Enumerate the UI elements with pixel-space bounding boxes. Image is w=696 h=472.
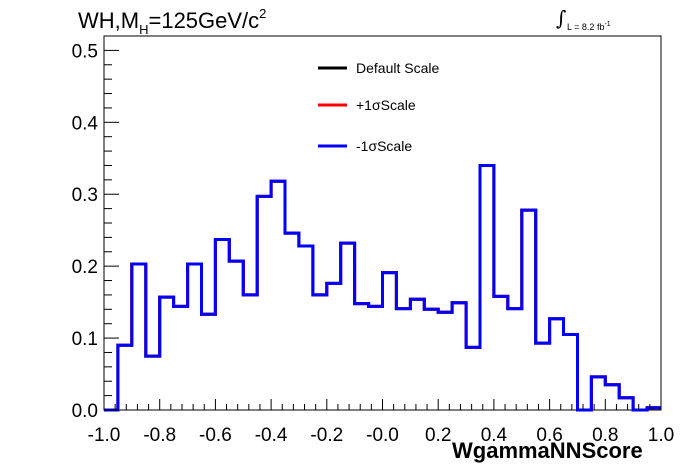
y-tick-label: 0.3 bbox=[72, 185, 98, 206]
chart-title: WH,MH=125GeV/c2 bbox=[78, 6, 266, 37]
x-tick-label: 0.2 bbox=[425, 425, 451, 446]
legend-label-0: Default Scale bbox=[356, 60, 439, 76]
y-tick-label: 0.2 bbox=[72, 257, 98, 278]
title-prefix: WH,M bbox=[78, 8, 140, 33]
legend-label-2: -1σScale bbox=[356, 138, 412, 154]
x-tick-label: -0.4 bbox=[255, 425, 288, 446]
luminosity-text: L = 8.2 fb bbox=[567, 22, 605, 32]
x-tick-label: -0.6 bbox=[199, 425, 232, 446]
y-tick-label: 0.4 bbox=[72, 113, 99, 134]
x-tick-label: -0.8 bbox=[143, 425, 176, 446]
y-tick-label: 0.5 bbox=[72, 41, 98, 62]
title-middle: =125GeV/c bbox=[148, 8, 260, 33]
histogram-line-2 bbox=[104, 164, 661, 412]
legend-label-1: +1σScale bbox=[356, 97, 416, 113]
y-tick-label: 0.0 bbox=[72, 401, 98, 422]
x-axis-label: WgammaNNScore bbox=[452, 438, 643, 463]
x-tick-label: -1.0 bbox=[88, 425, 121, 446]
x-tick-label: -0.2 bbox=[310, 425, 343, 446]
integral-symbol: ∫ bbox=[556, 6, 567, 30]
x-tick-label: -0.0 bbox=[366, 425, 399, 446]
x-tick-label: 0.6 bbox=[536, 425, 562, 446]
y-tick-label: 0.1 bbox=[72, 329, 98, 350]
x-tick-label: 1.0 bbox=[648, 425, 674, 446]
title-subscript: H bbox=[139, 22, 149, 37]
title-superscript: 2 bbox=[259, 6, 267, 21]
x-tick-label: 0.8 bbox=[592, 425, 618, 446]
x-tick-label: 0.4 bbox=[481, 425, 508, 446]
luminosity-sup: -1 bbox=[604, 21, 611, 28]
